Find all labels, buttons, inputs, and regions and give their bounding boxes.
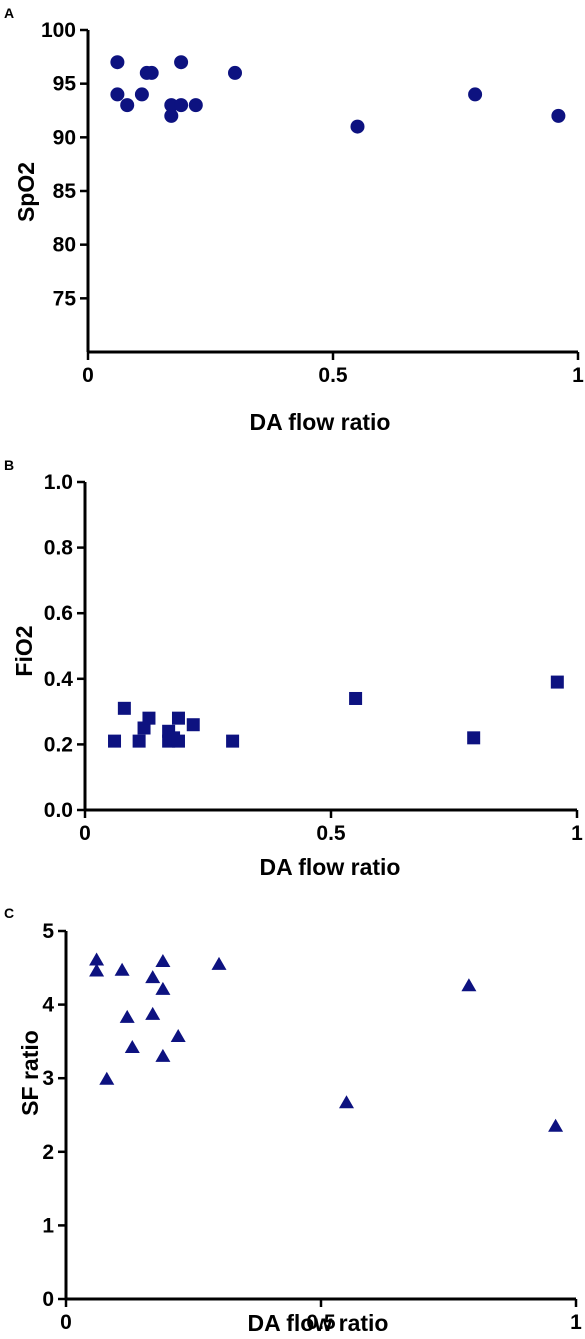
- panel-b-letter: B: [4, 457, 14, 473]
- data-point-circle: [144, 65, 159, 80]
- panel-b-y-axis-title: FiO2: [11, 625, 37, 676]
- panel-b-plot-area: 0.0 0.2 0.4 0.6 0.8 1.0 0 0.5 1: [44, 471, 583, 845]
- data-point-circle: [164, 108, 179, 123]
- data-point-circle: [110, 55, 125, 70]
- data-point-triangle: [145, 1006, 161, 1020]
- panel-a-plot-area: 75 80 85 90 95 100 0 0.5 1: [41, 19, 584, 387]
- data-point-circle: [174, 98, 189, 113]
- panel-b-x-tick-label: 0: [79, 822, 91, 845]
- data-point-triangle: [99, 1071, 115, 1085]
- panel-b-y-tick-label: 0.4: [44, 668, 74, 691]
- data-point-square: [349, 691, 363, 705]
- panel-a-y-tick-label: 90: [53, 126, 76, 149]
- panel-c-x-tick-label: 0: [60, 1311, 72, 1334]
- data-point-square: [142, 711, 156, 725]
- panel-a-y-tick-label: 85: [53, 180, 77, 203]
- data-point-triangle: [89, 963, 105, 977]
- panel-b-y-tick-label: 0.0: [44, 799, 73, 822]
- panel-b-x-tick-label: 1: [571, 822, 583, 845]
- data-point-triangle: [155, 981, 171, 995]
- panel-a-y-tick-label: 75: [53, 287, 77, 310]
- data-point-circle: [350, 119, 365, 134]
- panel-c-y-tick-label: 3: [42, 1067, 54, 1090]
- panel-b-y-tick-label: 0.2: [44, 733, 73, 756]
- data-point-circle: [228, 65, 242, 80]
- panel-c-y-tick-label: 2: [42, 1141, 54, 1164]
- panel-c-y-tick-label: 0: [42, 1288, 54, 1311]
- data-point-triangle: [119, 1009, 135, 1023]
- panel-c-y-tick-label: 4: [42, 994, 54, 1017]
- panel-b-y-tick-label: 1.0: [44, 471, 73, 494]
- data-point-square: [108, 734, 122, 748]
- data-point-triangle: [211, 956, 227, 970]
- data-point-square: [137, 721, 151, 735]
- panel-a-y-tick-label: 95: [53, 73, 77, 96]
- panel-a-ytitle-wrap: SpO2: [13, 162, 39, 222]
- panel-b-y-tick-label: 0.8: [44, 537, 74, 560]
- panel-b-ytitle-wrap: FiO2: [11, 625, 37, 676]
- panel-b-y-tick-label: 0.6: [44, 602, 73, 625]
- panel-b: B FiO2 DA flow ratio 0.00.20.40.60.81.00…: [4, 457, 583, 880]
- panel-c-x-tick-label: 1: [570, 1311, 582, 1334]
- data-point-triangle: [114, 962, 130, 976]
- panel-c-y-axis-title: SF ratio: [17, 1030, 43, 1116]
- data-point-circle: [134, 87, 149, 102]
- data-point-triangle: [548, 1118, 564, 1132]
- panel-c-x-tick-label: 0.5: [306, 1311, 336, 1334]
- panel-c-ytitle-wrap: SF ratio: [17, 1030, 43, 1116]
- data-point-triangle: [461, 978, 477, 992]
- panel-a-x-tick-label: 0: [82, 364, 94, 387]
- data-point-square: [467, 731, 481, 745]
- data-point-square: [171, 711, 185, 725]
- data-point-circle: [110, 87, 125, 102]
- data-point-square: [171, 734, 185, 748]
- data-point-circle: [551, 108, 566, 123]
- data-point-square: [117, 701, 131, 715]
- data-point-circle: [174, 55, 189, 70]
- panel-c-plot-area: 0 1 2 3 4 5 0 0.5 1: [42, 920, 582, 1334]
- data-point-square: [186, 718, 200, 732]
- data-point-triangle: [155, 1048, 171, 1062]
- data-point-square: [132, 734, 146, 748]
- panel-c-x-axis-title: DA flow ratio: [248, 1310, 389, 1336]
- panel-a-y-tick-label: 80: [53, 234, 76, 257]
- data-point-circle: [120, 98, 135, 113]
- data-point-triangle: [155, 953, 171, 967]
- panel-c-y-tick-label: 5: [42, 920, 54, 943]
- panel-b-x-tick-label: 0.5: [316, 822, 346, 845]
- data-point-circle: [188, 98, 203, 113]
- data-point-triangle: [145, 970, 161, 984]
- panel-a-y-tick-label: 100: [41, 19, 76, 42]
- data-point-square: [226, 734, 240, 748]
- panel-c: C SF ratio DA flow ratio 0 1 2 3 4 5 0 0.5 1: [4, 905, 582, 1336]
- panel-a-x-tick-label: 0.5: [318, 364, 348, 387]
- panel-a-letter: A: [4, 5, 14, 21]
- data-point-circle: [468, 87, 483, 102]
- panel-a: A SpO2 DA flow ratio 75 80 85 90 95 100 0 0.5 1: [4, 5, 584, 435]
- panel-c-y-tick-label: 1: [42, 1214, 54, 1237]
- panel-a-x-tick-label: 1: [572, 364, 584, 387]
- data-point-triangle: [170, 1029, 186, 1043]
- panel-b-x-axis-title: DA flow ratio: [260, 854, 401, 880]
- data-point-triangle: [89, 952, 105, 966]
- data-point-square: [550, 675, 564, 689]
- panel-a-x-axis-title: DA flow ratio: [250, 409, 391, 435]
- panel-c-letter: C: [4, 905, 14, 921]
- panel-a-y-axis-title: SpO2: [13, 162, 39, 222]
- data-point-circle: [164, 98, 179, 113]
- data-point-triangle: [124, 1040, 140, 1054]
- data-point-triangle: [339, 1095, 354, 1109]
